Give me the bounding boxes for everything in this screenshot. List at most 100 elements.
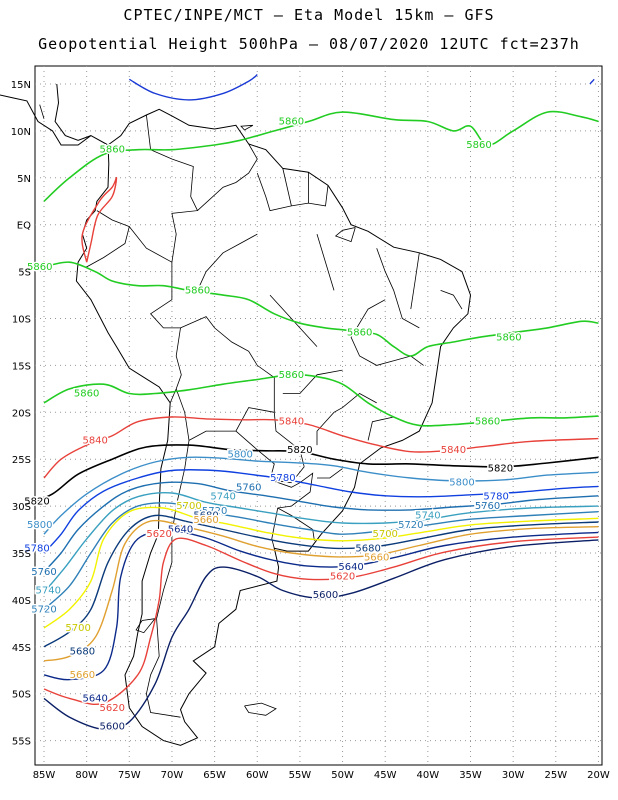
contour-label: 5660 <box>364 553 389 564</box>
political-border <box>146 114 199 263</box>
map-frame <box>34 65 603 766</box>
contour-5860 <box>43 261 599 357</box>
map-title-line-1: CPTEC/INPE/MCT – Eta Model 15km – GFS <box>123 6 495 24</box>
longitude-label: 35W <box>459 770 482 781</box>
contour-label: 5860 <box>100 145 125 156</box>
contour-label: 5800 <box>449 478 474 489</box>
south-america-coastline <box>75 108 472 746</box>
contour-label: 5700 <box>65 623 90 634</box>
falkland-islands <box>244 702 277 716</box>
contour-5600 <box>43 539 599 731</box>
contour-label: 5760 <box>475 501 500 512</box>
political-border <box>269 472 314 509</box>
contour-5780 <box>43 469 599 554</box>
latitude-label: 15S <box>12 361 31 372</box>
political-border <box>235 430 305 484</box>
longitude-label: 40W <box>417 770 440 781</box>
contour-5620 <box>43 536 599 706</box>
contour-5680 <box>43 514 599 648</box>
contour-label: 5860 <box>466 140 491 151</box>
height-contours <box>35 74 599 731</box>
contour-label: 5820 <box>287 445 312 456</box>
longitude-label: 50W <box>331 770 354 781</box>
latitude-label: 10S <box>12 315 31 326</box>
central-america-caribbean-coast <box>54 83 92 141</box>
political-border <box>282 168 292 206</box>
political-border <box>197 143 258 211</box>
contour-label: 5620 <box>330 571 355 582</box>
political-border <box>269 294 318 347</box>
contour-label: 5700 <box>176 501 201 512</box>
longitude-label: 70W <box>161 770 184 781</box>
map-title-line-2: Geopotential Height 500hPa – 08/07/2020 … <box>38 35 580 53</box>
contour-5640 <box>43 530 599 681</box>
chiloe-island <box>135 618 156 634</box>
latitude-label: 30S <box>12 502 31 513</box>
political-border <box>316 233 335 291</box>
political-border <box>410 252 420 310</box>
latitude-label: 45S <box>12 643 31 654</box>
contour-label: 5620 <box>146 529 171 540</box>
contour-label: 5720 <box>202 506 227 517</box>
contour-5720 <box>43 502 599 610</box>
political-border <box>128 226 182 404</box>
latitude-label: 5N <box>17 174 31 185</box>
contour-5660 <box>43 519 599 662</box>
contour-label: 5680 <box>355 543 380 554</box>
latitude-label: 55S <box>12 737 31 748</box>
contour-label: 5700 <box>372 529 397 540</box>
contour-5800 <box>43 456 599 535</box>
longitude-label: 65W <box>203 770 226 781</box>
lat-lon-grid <box>35 66 602 765</box>
contour-5840 <box>43 416 599 479</box>
political-border <box>180 316 305 467</box>
contour-label: 5860 <box>496 332 521 343</box>
latitude-label: EQ <box>17 221 31 232</box>
political-border <box>277 507 315 541</box>
contour-5860 <box>43 373 599 427</box>
contour-label: 5720 <box>31 604 56 615</box>
contour-label: 5780 <box>24 543 49 554</box>
political-border <box>175 388 275 442</box>
contour-label: 5780 <box>270 473 295 484</box>
axis-labels: 15N10N5NEQ5S10S15S20S25S30S35S40S45S50S5… <box>11 80 610 781</box>
longitude-label: 25W <box>544 770 567 781</box>
contour-label: 5860 <box>185 285 210 296</box>
coastline-and-borders <box>0 83 472 746</box>
contour-label: 5760 <box>31 567 56 578</box>
latitude-label: 35S <box>12 549 31 560</box>
political-border <box>440 290 463 310</box>
contour-label: 5740 <box>36 586 61 597</box>
contour-label: 5600 <box>100 722 125 733</box>
latitude-label: 25S <box>12 455 31 466</box>
central-america-coastline <box>0 94 109 146</box>
political-border <box>367 416 394 441</box>
political-border <box>316 393 377 446</box>
longitude-label: 30W <box>502 770 525 781</box>
political-border <box>197 233 258 291</box>
contour-label: 5640 <box>168 525 193 536</box>
longitude-label: 55W <box>289 770 312 781</box>
contour-label: 5800 <box>27 520 52 531</box>
contour-label: 5760 <box>236 482 261 493</box>
contour-label: 5740 <box>415 510 440 521</box>
lake-nicaragua <box>39 104 45 119</box>
political-border <box>86 210 130 268</box>
contour-label: 5680 <box>70 646 95 657</box>
contour-label: 5660 <box>193 515 218 526</box>
longitude-label: 80W <box>75 770 98 781</box>
latitude-label: 20S <box>12 408 31 419</box>
contour-label: 5840 <box>82 435 107 446</box>
contour-label: 5640 <box>82 693 107 704</box>
contour-label: 5860 <box>347 328 372 339</box>
latitude-label: 15N <box>11 80 31 91</box>
political-border <box>271 507 279 549</box>
contour-label: 5860 <box>279 117 304 128</box>
contour-label: 5860 <box>475 417 500 428</box>
latitude-label: 40S <box>12 596 31 607</box>
political-border <box>145 440 190 718</box>
contour-labels: 5860 5860 5860 5860 5860 5860 5860 5860 5860 5860… <box>23 115 523 734</box>
contour-5760 <box>43 481 599 573</box>
longitude-label: 75W <box>118 770 141 781</box>
